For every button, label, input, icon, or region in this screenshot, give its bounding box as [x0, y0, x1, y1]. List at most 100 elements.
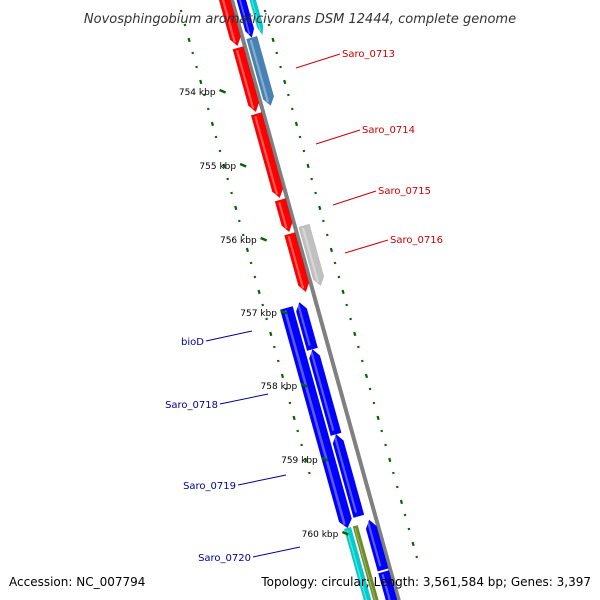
kbp-tick-label: 758 kbp [261, 382, 298, 392]
guide-ring-dot [226, 177, 230, 181]
guide-ring-dot [384, 443, 387, 447]
gene-arrow [295, 301, 319, 352]
gene-arrow [298, 223, 325, 287]
gene-arrow [377, 570, 398, 600]
guide-ring-dot [249, 261, 253, 265]
gene-highlight [287, 236, 305, 289]
kbp-tick-label: 754 kbp [179, 88, 216, 98]
guide-ring-dot [191, 51, 195, 55]
guide-ring-dot [296, 429, 300, 433]
guide-ring-dot [341, 289, 345, 295]
guide-ring-dot [187, 37, 191, 43]
guide-ring-dot [304, 457, 308, 463]
gene-arrow [343, 526, 372, 600]
guide-ring-dot [230, 191, 233, 195]
gene-label: Saro_0714 [362, 125, 415, 136]
kbp-ticks: 754 kbp 755 kbp 756 kbp 757 kbp 758 kbp 759 k… [179, 88, 349, 540]
gene-highlight [249, 39, 270, 103]
gene-label-leader [219, 393, 269, 405]
guide-ring-dot [403, 513, 407, 517]
guide-ring-dot [241, 233, 245, 237]
guide-ring-dot [357, 345, 360, 349]
gene-highlight [221, 0, 236, 43]
guide-ring-dot [267, 23, 271, 27]
guide-ring-dot [349, 317, 352, 321]
gene-label: Saro_0719 [183, 481, 236, 492]
gene-highlight [354, 527, 376, 600]
genome-title: Novosphingobium aromaticivorans DSM 1244… [84, 12, 516, 27]
guide-ring-dot [280, 373, 285, 379]
gene-arrow [284, 232, 310, 293]
guide-ring-dot [337, 275, 341, 279]
guide-ring-dot [218, 149, 222, 153]
gene-label: Saro_0718 [165, 400, 218, 411]
gene-highlight [251, 0, 261, 32]
gene-features [218, 0, 398, 600]
kbp-tick-mark [341, 530, 349, 536]
backbone-line [229, 0, 401, 600]
gene-arrow [246, 35, 275, 107]
guide-ring-dot [222, 163, 226, 169]
kbp-tick-mark [239, 162, 247, 168]
guide-ring-dot [253, 275, 257, 279]
topology-summary-text: Topology: circular; Length: 3,561,584 bp… [260, 575, 591, 589]
kbp-tick-label: 755 kbp [199, 162, 236, 172]
kbp-tick-mark [321, 456, 329, 462]
gene-arrow [249, 0, 264, 36]
gene-label: Saro_0716 [390, 235, 443, 246]
guide-ring-dot [333, 261, 337, 265]
guide-ring-dot [265, 317, 268, 321]
gene-label-leader [205, 330, 253, 342]
gene-label-leader [237, 474, 287, 486]
gene-label-leader [332, 190, 377, 206]
gene-highlight [310, 351, 335, 432]
guide-ring-dot [195, 65, 198, 69]
guide-ring-dot [345, 303, 349, 307]
gene-arrow [236, 0, 255, 39]
guide-ring-dot [210, 121, 215, 127]
guide-ring-dot [302, 149, 306, 153]
gene-arrow [232, 46, 260, 113]
kbp-tick-label: 760 kbp [302, 530, 339, 540]
guide-ring-dot [206, 107, 210, 111]
guide-ring-dot [287, 93, 290, 97]
gene-label-leader [295, 53, 341, 69]
gene-highlight [381, 574, 391, 600]
guide-ring-dot [275, 51, 279, 55]
guide-ring-dot [415, 555, 419, 559]
guide-ring-dot [308, 471, 311, 475]
guide-ring-dot [271, 37, 275, 43]
guide-ring-dot [288, 401, 292, 405]
kbp-tick-label: 759 kbp [281, 456, 318, 466]
guide-ring-dot [245, 247, 250, 253]
kbp-tick-mark [300, 382, 308, 388]
guide-ring-dot [411, 541, 415, 547]
gene-label-leader [344, 239, 389, 254]
guide-ring-dot [269, 331, 273, 337]
guide-ring-dot [372, 401, 376, 405]
gene-label-leader [252, 546, 301, 558]
gene-arrow [274, 198, 293, 233]
guide-ring-dot [388, 457, 392, 463]
guide-ring-dot [183, 23, 187, 27]
gene-highlight [367, 522, 382, 567]
guide-ring-dot [179, 9, 183, 13]
gene-highlight [235, 50, 255, 109]
gene-label: Saro_0713 [342, 49, 395, 60]
gene-label: bioD [181, 337, 204, 348]
guide-ring-dot [353, 331, 357, 337]
gene-arrow [218, 0, 241, 47]
guide-ring-dot [392, 471, 395, 475]
gene-highlight [254, 116, 279, 195]
guide-ring-dot [364, 373, 369, 379]
guide-ring-dot [322, 219, 325, 223]
guide-ring-dot [290, 107, 294, 111]
guide-ring-dot [376, 415, 380, 421]
guide-ring-dot [310, 177, 314, 181]
guide-ring-dot [261, 303, 265, 307]
accession-text: Accession: NC_007794 [9, 575, 145, 589]
gene-arrow [309, 348, 342, 437]
guide-ring-dot [318, 205, 322, 211]
gene-highlight [283, 310, 346, 525]
